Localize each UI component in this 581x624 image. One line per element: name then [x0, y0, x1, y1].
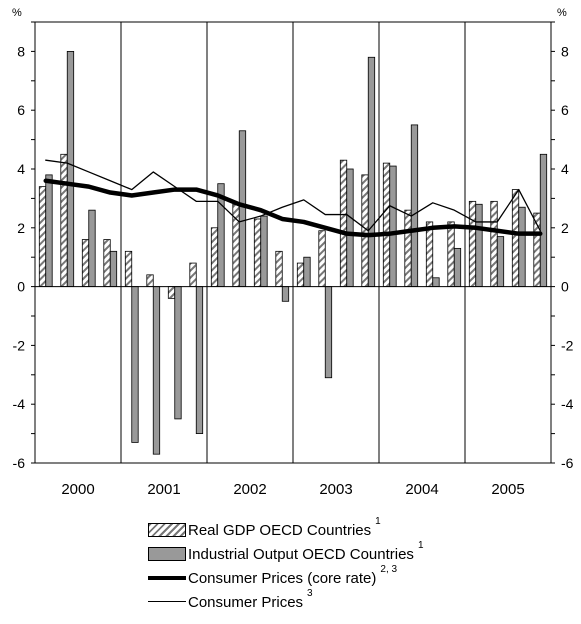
- y-tick-label-left: 2: [17, 220, 25, 236]
- legend-swatch-gray: [148, 547, 186, 561]
- bar-real-gdp: [425, 221, 434, 287]
- x-tick-label-year: 2005: [491, 481, 524, 498]
- lines: [43, 159, 543, 238]
- bar-industrial-output: [238, 130, 247, 288]
- bar-industrial-output: [303, 256, 311, 288]
- bar-industrial-output: [45, 174, 53, 288]
- legend-swatch-thick-line: [148, 571, 186, 585]
- bar-real-gdp: [146, 274, 154, 287]
- y-tick-label-right: 0: [561, 279, 569, 295]
- y-tick-label-left: -2: [13, 337, 26, 353]
- legend-item-industrial-output: Industrial Output OECD Countries 1: [148, 539, 578, 566]
- legend-label: Real GDP OECD Countries: [188, 521, 372, 539]
- year-dividers: [120, 22, 466, 463]
- y-tick-label-right: 6: [561, 102, 569, 118]
- bar-real-gdp: [210, 227, 219, 288]
- y-tick-label-left: -6: [13, 455, 26, 471]
- bar-industrial-output: [131, 286, 139, 443]
- legend-swatch-thin-line: [148, 595, 186, 609]
- bar-real-gdp: [511, 189, 520, 287]
- bar-industrial-output: [410, 124, 419, 287]
- y-tick-label-right: -2: [561, 337, 574, 353]
- bar-real-gdp: [167, 286, 176, 299]
- bar-industrial-output: [346, 168, 354, 287]
- legend-footnote: 1: [375, 515, 381, 527]
- bar-real-gdp: [103, 239, 111, 287]
- x-tick-label-year: 2002: [233, 481, 266, 498]
- unit-label-left: %: [12, 7, 22, 19]
- legend-item-consumer-prices: Consumer Prices 3: [148, 587, 578, 614]
- line-consumer-prices: [45, 159, 541, 232]
- bar-industrial-output: [453, 247, 462, 288]
- bar-real-gdp: [81, 239, 90, 287]
- legend-footnote: 3: [307, 587, 313, 599]
- bar-real-gdp: [447, 221, 455, 287]
- bar-industrial-output: [152, 286, 161, 455]
- legend-label: Industrial Output OECD Countries: [188, 545, 414, 563]
- bar-real-gdp: [318, 230, 326, 288]
- bar-real-gdp: [296, 262, 305, 287]
- x-tick-label-year: 2004: [405, 481, 438, 498]
- bar-industrial-output: [367, 56, 376, 288]
- bar-industrial-output: [324, 286, 333, 379]
- bar-industrial-output: [174, 286, 182, 420]
- legend-label: Consumer Prices (core rate): [188, 569, 377, 587]
- y-tick-label-right: -4: [561, 396, 574, 412]
- bar-industrial-output: [518, 206, 526, 287]
- bar-real-gdp: [124, 250, 133, 288]
- bar-real-gdp: [490, 200, 498, 287]
- bar-real-gdp: [60, 153, 68, 288]
- bar-industrial-output: [539, 153, 548, 288]
- bar-industrial-output: [281, 286, 290, 302]
- bar-industrial-output: [260, 215, 268, 287]
- bar-real-gdp: [38, 186, 47, 287]
- y-tick-label-right: 8: [561, 43, 569, 59]
- bar-real-gdp: [382, 162, 391, 287]
- bar-real-gdp: [339, 159, 348, 287]
- y-tick-label-right: 4: [561, 161, 569, 177]
- bar-industrial-output: [496, 236, 505, 287]
- axes: [31, 21, 555, 464]
- bar-real-gdp: [253, 218, 262, 287]
- legend-item-core-prices: Consumer Prices (core rate) 2, 3: [148, 563, 578, 590]
- y-tick-label-left: 6: [17, 102, 25, 118]
- y-tick-label-left: 8: [17, 43, 25, 59]
- bar-industrial-output: [475, 203, 483, 287]
- x-tick-label-year: 2003: [319, 481, 352, 498]
- legend-swatch-hatched: [148, 523, 186, 537]
- x-tick-label-year: 2000: [61, 481, 94, 498]
- legend: Real GDP OECD Countries 1 Industrial Out…: [148, 515, 578, 614]
- y-tick-label-left: 0: [17, 279, 25, 295]
- y-tick-label-left: 4: [17, 161, 25, 177]
- bar-industrial-output: [66, 51, 75, 287]
- line-core-consumer-prices: [43, 178, 543, 238]
- bar-industrial-output: [109, 250, 118, 288]
- axis-labels: -6 -6 -4 -4 -2 -2 0 0 2 2 4 4 6 6 8 8% % 2000 2001 2002 2003…: [12, 7, 574, 498]
- legend-label: Consumer Prices: [188, 593, 304, 611]
- legend-footnote: 2, 3: [380, 563, 398, 575]
- legend-footnote: 1: [417, 539, 424, 551]
- bar-real-gdp: [404, 209, 412, 288]
- bar-industrial-output: [432, 277, 440, 287]
- bar-industrial-output: [88, 209, 96, 288]
- bar-industrial-output: [389, 165, 397, 287]
- x-tick-label-year: 2001: [147, 481, 180, 498]
- bar-real-gdp: [189, 262, 197, 287]
- legend-item-real-gdp: Real GDP OECD Countries 1: [148, 515, 578, 542]
- bar-industrial-output: [195, 286, 204, 435]
- y-tick-label-left: -4: [13, 396, 26, 412]
- bar-real-gdp: [468, 200, 477, 287]
- y-tick-label-right: 2: [561, 220, 569, 236]
- unit-label-right: %: [557, 7, 567, 19]
- y-tick-label-right: -6: [561, 455, 574, 471]
- bars: [38, 51, 548, 455]
- bar-real-gdp: [275, 250, 283, 288]
